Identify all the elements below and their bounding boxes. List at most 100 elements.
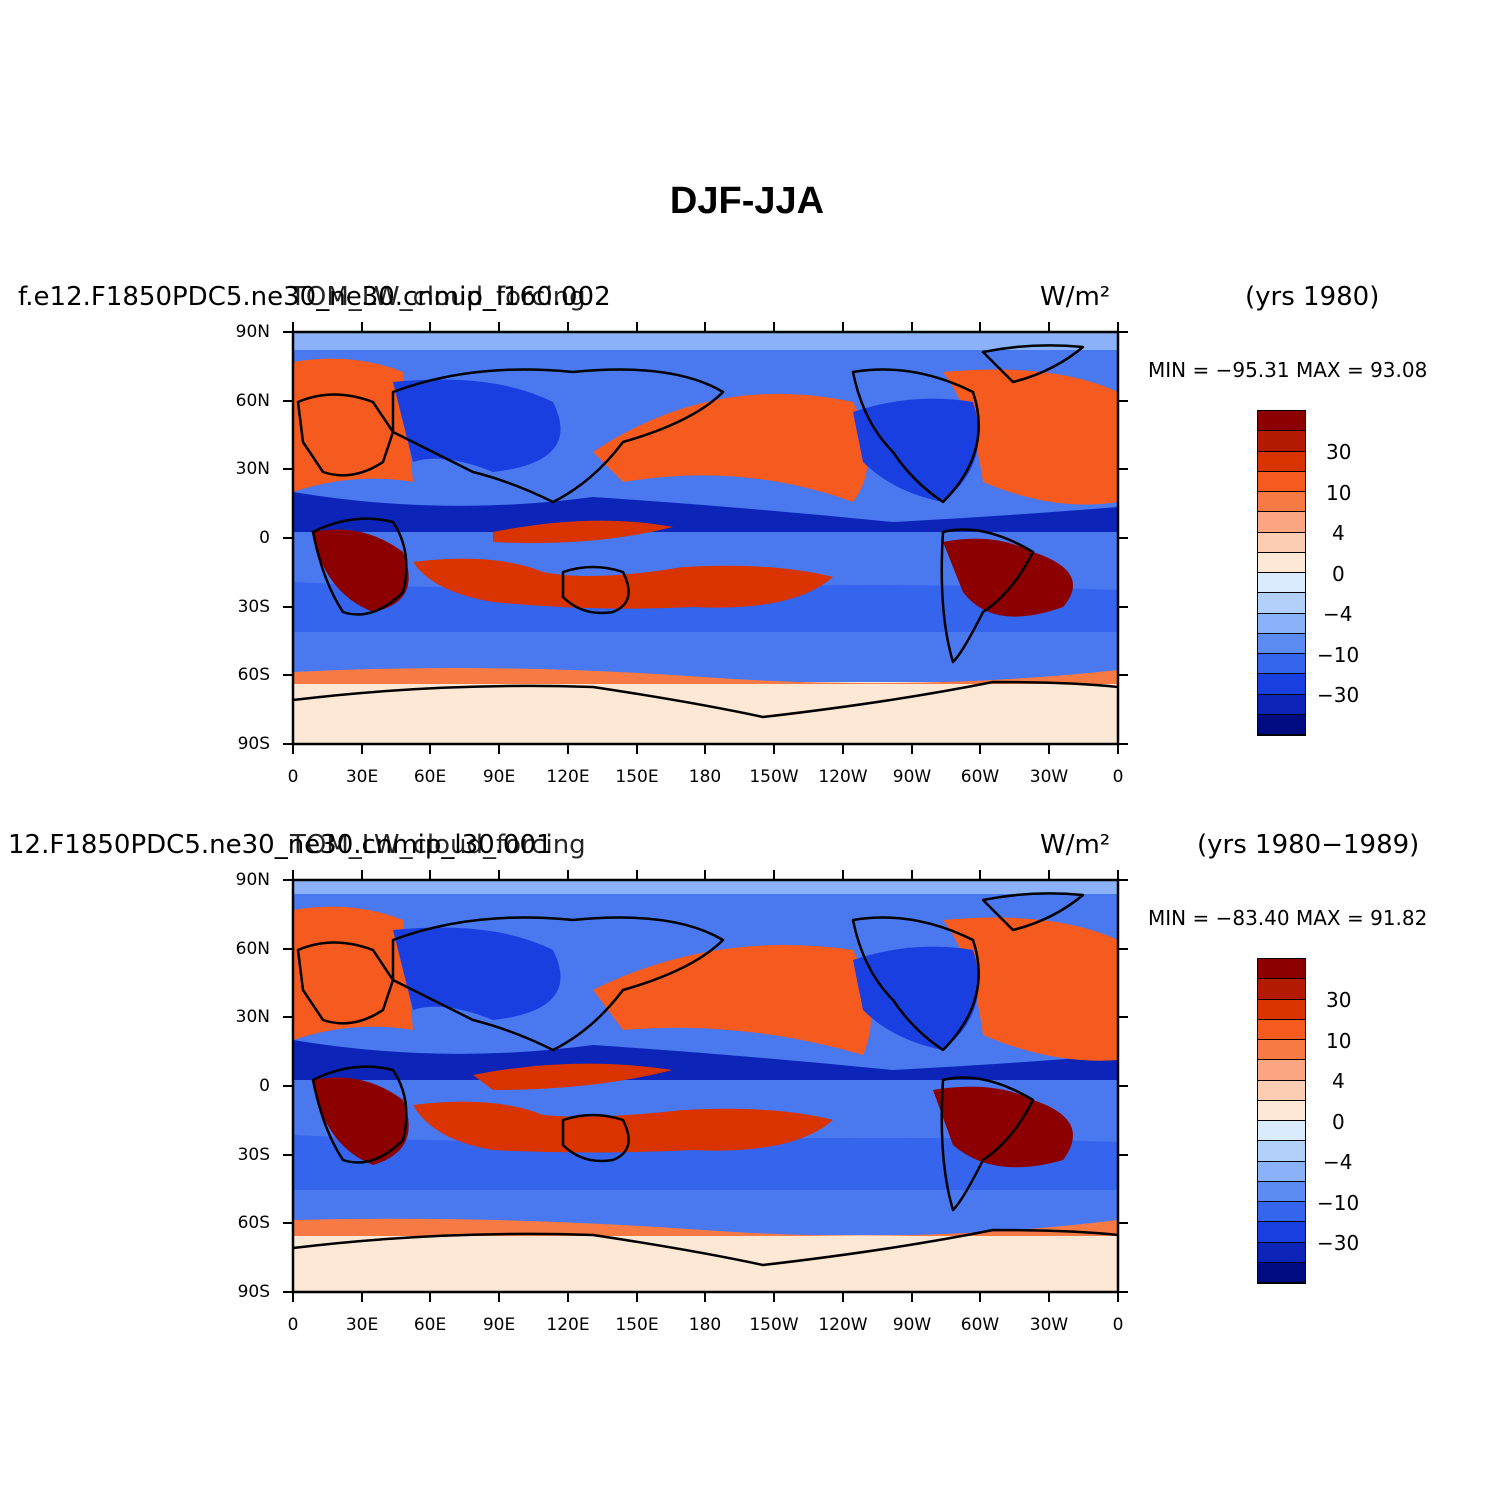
colorbar-segment <box>1258 1181 1305 1202</box>
colorbar-segment <box>1258 1262 1305 1283</box>
colorbar-tick-label: −30 <box>1317 1231 1360 1255</box>
lon-tick-label: 0 <box>1112 767 1124 787</box>
colorbar-tick-label: 10 <box>1326 481 1352 505</box>
lat-tick-label: 90N <box>235 870 270 890</box>
colorbar-segment <box>1258 674 1305 695</box>
colorbar-segment <box>1258 694 1305 715</box>
lon-tick-label: 30E <box>345 1315 379 1335</box>
lon-tick-label: 150W <box>749 1315 799 1335</box>
colorbar-tick-label: 30 <box>1326 988 1352 1012</box>
map-frame <box>283 322 1128 754</box>
panel-units-label: W/m² <box>1040 830 1111 860</box>
colorbar-segment <box>1258 593 1305 614</box>
panel-units-label: W/m² <box>1040 282 1111 312</box>
colorbar-tick-label: 4 <box>1332 521 1345 545</box>
lat-tick-label: 30N <box>235 1007 270 1027</box>
colorbar-segment <box>1258 471 1305 492</box>
lat-tick-label: 60S <box>237 1213 270 1233</box>
lon-tick-label: 150E <box>615 1315 659 1335</box>
lon-tick-label: 180 <box>688 767 722 787</box>
colorbar-segment <box>1258 573 1305 594</box>
colorbar-segment <box>1258 1202 1305 1223</box>
lon-tick-label: 0 <box>287 1315 299 1335</box>
colorbar-segment <box>1258 999 1305 1020</box>
panel-minmax-label: MIN = −95.31 MAX = 93.08 <box>1148 358 1428 382</box>
lat-tick-label: 60N <box>235 939 270 959</box>
lon-tick-label: 90E <box>482 767 516 787</box>
lat-tick-label: 90S <box>237 734 270 754</box>
panel-left-label: 12.F1850PDC5.ne30_ne30.cnmip_l30.001 <box>8 830 553 860</box>
lon-tick-label: 90W <box>892 767 932 787</box>
map-panel-1: f.e12.F1850PDC5.ne30_ne30.cnmip_l160.002… <box>0 270 1494 790</box>
map-frame <box>283 870 1128 1302</box>
colorbar-segment <box>1258 552 1305 573</box>
map-panel-2: 12.F1850PDC5.ne30_ne30.cnmip_l30.001 TOM… <box>0 818 1494 1338</box>
colorbar-segment <box>1258 1060 1305 1081</box>
lat-tick-label: 60N <box>235 391 270 411</box>
colorbar-segment <box>1258 1141 1305 1162</box>
colorbar-tick-label: −10 <box>1317 1191 1360 1215</box>
colorbar-segment <box>1258 979 1305 1000</box>
colorbar-segment <box>1258 714 1305 735</box>
map-plot <box>293 880 1119 1292</box>
colorbar-segment <box>1258 633 1305 654</box>
lon-tick-label: 60E <box>413 767 447 787</box>
colorbar-tick-label: −30 <box>1317 683 1360 707</box>
colorbar-segment <box>1258 959 1305 980</box>
colorbar-segment <box>1258 1019 1305 1040</box>
colorbar-tick-label: 0 <box>1332 1110 1345 1134</box>
figure-title: DJF-JJA <box>669 180 825 222</box>
lat-tick-label: 0 <box>259 528 270 548</box>
panel-years-label: (yrs 1980) <box>1245 282 1380 312</box>
colorbar-tick-label: 0 <box>1332 562 1345 586</box>
panel-center-label: TOM_LW_cloud_forcing <box>290 282 586 312</box>
colorbar <box>1257 410 1306 736</box>
lon-tick-label: 60E <box>413 1315 447 1335</box>
lat-tick-label: 0 <box>259 1076 270 1096</box>
lon-tick-label: 90W <box>892 1315 932 1335</box>
colorbar-segment <box>1258 532 1305 553</box>
lon-tick-label: 120E <box>546 767 590 787</box>
colorbar-tick-label: −4 <box>1323 1150 1353 1174</box>
lat-tick-label: 60S <box>237 665 270 685</box>
lat-tick-label: 30S <box>237 1145 270 1165</box>
lon-tick-label: 150W <box>749 767 799 787</box>
lon-tick-label: 90E <box>482 1315 516 1335</box>
lon-tick-label: 30W <box>1029 767 1069 787</box>
colorbar-segment <box>1258 613 1305 634</box>
colorbar-tick-label: 10 <box>1326 1029 1352 1053</box>
colorbar-segment <box>1258 1222 1305 1243</box>
colorbar-segment <box>1258 512 1305 533</box>
panel-minmax-label: MIN = −83.40 MAX = 91.82 <box>1148 906 1428 930</box>
colorbar-segment <box>1258 1080 1305 1101</box>
colorbar-segment <box>1258 1040 1305 1061</box>
panel-center-label: TOM_LW_cloud_forcing <box>290 830 586 860</box>
colorbar-tick-label: −10 <box>1317 643 1360 667</box>
colorbar-segment <box>1258 1121 1305 1142</box>
colorbar-segment <box>1258 411 1305 432</box>
lon-tick-label: 0 <box>287 767 299 787</box>
colorbar-segment <box>1258 451 1305 472</box>
colorbar-segment <box>1258 1242 1305 1263</box>
lon-tick-label: 60W <box>960 1315 1000 1335</box>
lon-tick-label: 30E <box>345 767 379 787</box>
lon-tick-label: 120W <box>818 767 868 787</box>
colorbar-segment <box>1258 1161 1305 1182</box>
colorbar-tick-label: 4 <box>1332 1069 1345 1093</box>
lon-tick-label: 150E <box>615 767 659 787</box>
lon-tick-label: 120W <box>818 1315 868 1335</box>
lon-tick-label: 120E <box>546 1315 590 1335</box>
lat-tick-label: 90N <box>235 322 270 342</box>
lon-tick-label: 30W <box>1029 1315 1069 1335</box>
colorbar-segment <box>1258 431 1305 452</box>
colorbar-segment <box>1258 1100 1305 1121</box>
colorbar-tick-label: 30 <box>1326 440 1352 464</box>
colorbar <box>1257 958 1306 1284</box>
map-plot <box>293 332 1119 744</box>
panel-left-label: f.e12.F1850PDC5.ne30_ne30.cnmip_l160.002 <box>18 282 611 312</box>
colorbar-segment <box>1258 492 1305 513</box>
lon-tick-label: 60W <box>960 767 1000 787</box>
lon-tick-label: 0 <box>1112 1315 1124 1335</box>
panel-years-label: (yrs 1980−1989) <box>1197 830 1420 860</box>
lat-tick-label: 30N <box>235 459 270 479</box>
